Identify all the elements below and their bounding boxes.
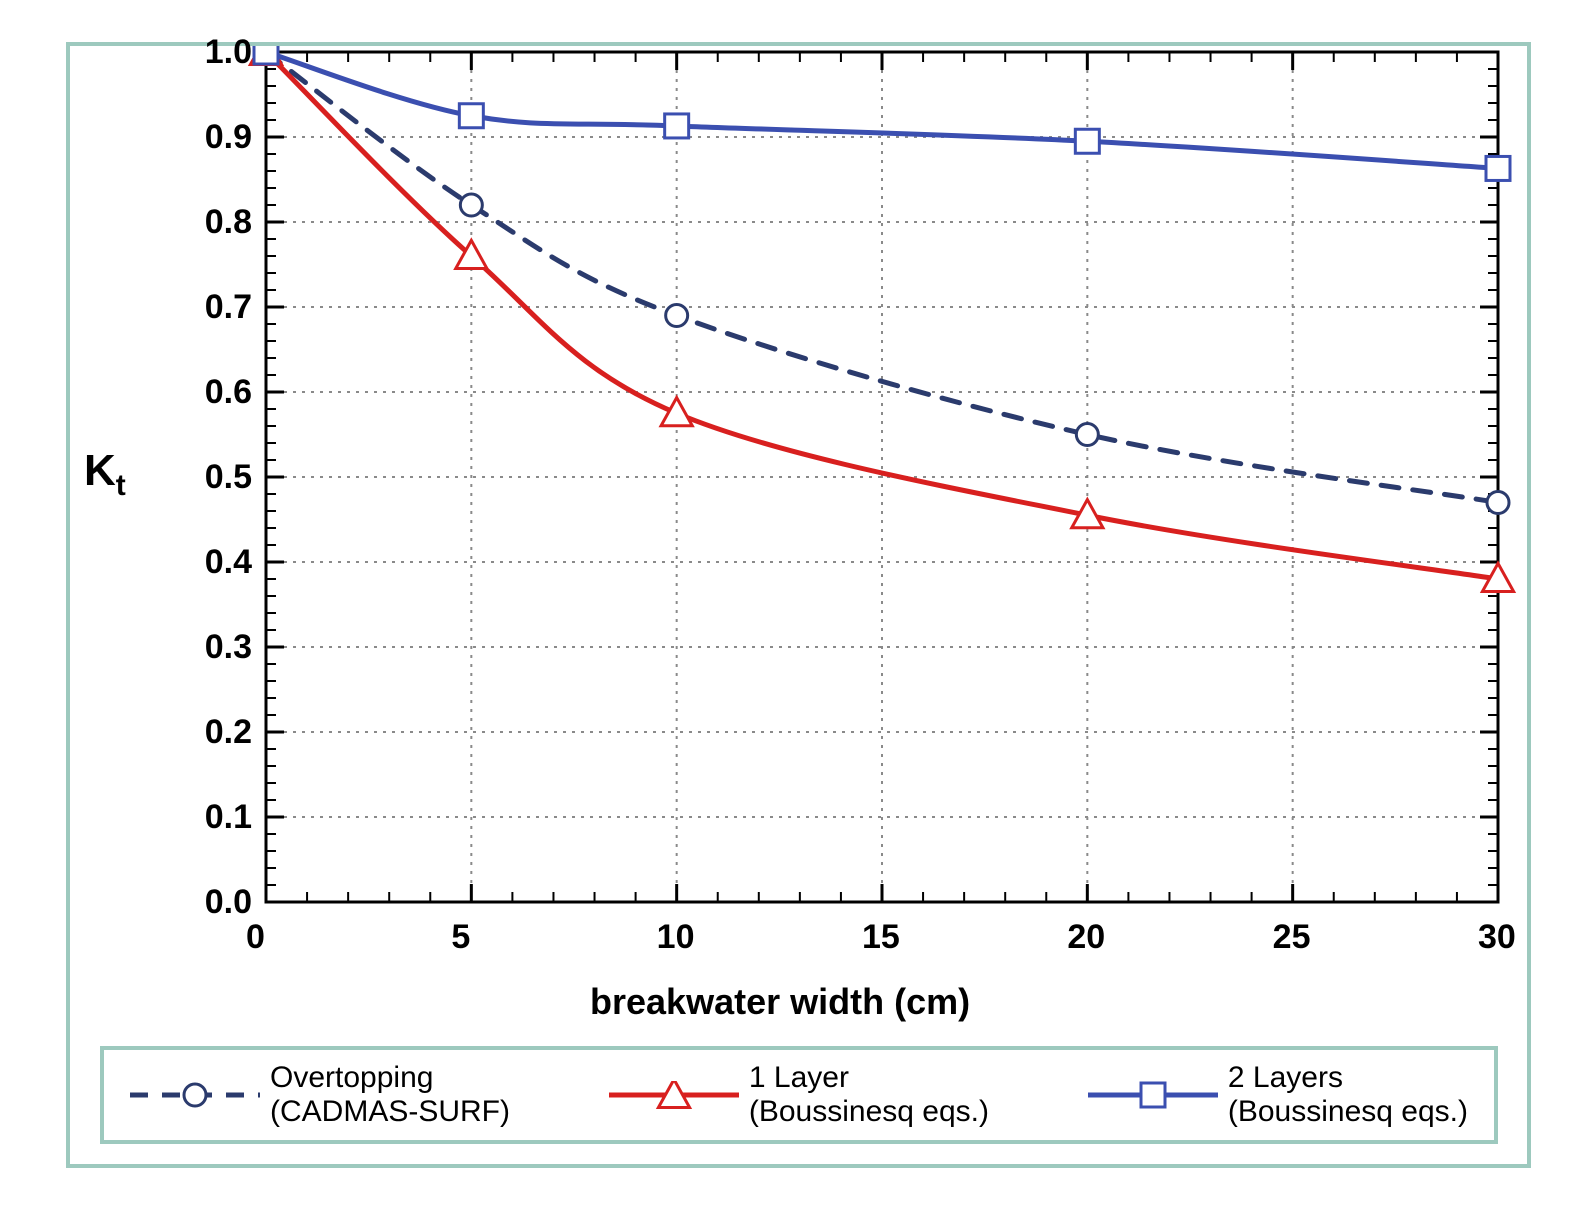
legend: Overtopping(CADMAS-SURF) 1 Layer(Boussine…	[100, 1046, 1498, 1144]
y-tick-label: 0.4	[205, 543, 252, 582]
y-tick-label: 0.3	[205, 628, 252, 667]
y-tick-label: 0.1	[205, 798, 252, 837]
legend-swatch-two-layers	[1088, 1081, 1218, 1109]
x-tick-label: 0	[246, 918, 265, 957]
plot-area	[70, 46, 1527, 1036]
x-tick-label: 25	[1273, 918, 1311, 957]
y-tick-label: 1.0	[205, 33, 252, 72]
x-tick-label: 10	[657, 918, 695, 957]
legend-label-one-layer: 1 Layer(Boussinesq eqs.)	[749, 1061, 989, 1130]
chart-container: Kt breakwater width (cm) 051015202530 0.…	[66, 42, 1531, 1168]
y-tick-label: 0.6	[205, 373, 252, 412]
legend-item-one-layer: 1 Layer(Boussinesq eqs.)	[609, 1061, 989, 1130]
legend-item-overtopping: Overtopping(CADMAS-SURF)	[130, 1061, 510, 1130]
y-tick-label: 0.2	[205, 713, 252, 752]
x-tick-label: 20	[1067, 918, 1105, 957]
y-tick-label: 0.7	[205, 288, 252, 327]
page: Kt breakwater width (cm) 051015202530 0.…	[0, 0, 1587, 1214]
x-tick-label: 5	[451, 918, 470, 957]
legend-label-two-layers: 2 Layers(Boussinesq eqs.)	[1228, 1061, 1468, 1130]
y-tick-label: 0.9	[205, 118, 252, 157]
y-tick-label: 0.8	[205, 203, 252, 242]
legend-item-two-layers: 2 Layers(Boussinesq eqs.)	[1088, 1061, 1468, 1130]
legend-swatch-overtopping	[130, 1081, 260, 1109]
x-tick-label: 30	[1478, 918, 1516, 957]
legend-label-overtopping: Overtopping(CADMAS-SURF)	[270, 1061, 510, 1130]
y-tick-label: 0.5	[205, 458, 252, 497]
y-tick-label: 0.0	[205, 883, 252, 922]
x-tick-label: 15	[862, 918, 900, 957]
legend-swatch-one-layer	[609, 1081, 739, 1109]
